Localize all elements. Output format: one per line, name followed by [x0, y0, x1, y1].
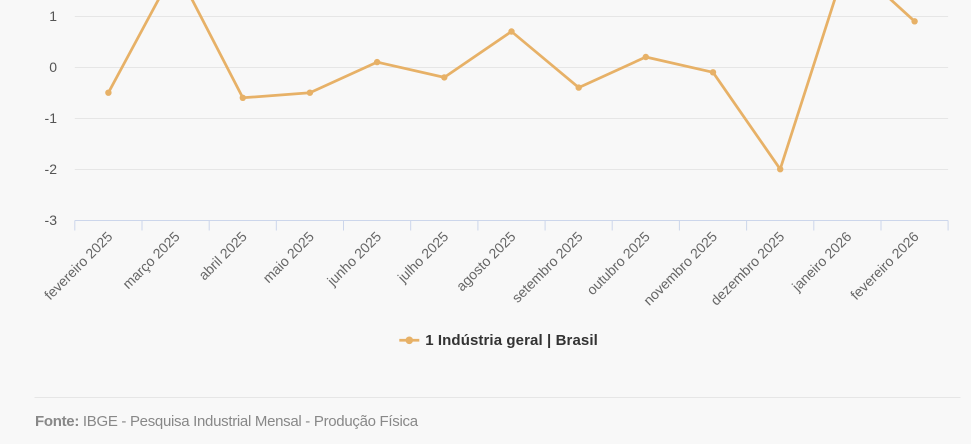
svg-text:fevereiro 2026: fevereiro 2026 [847, 228, 922, 303]
svg-text:agosto 2025: agosto 2025 [453, 228, 519, 294]
svg-text:abril 2025: abril 2025 [195, 228, 250, 283]
svg-text:0: 0 [49, 59, 57, 75]
svg-text:1 Indústria geral | Brasil: 1 Indústria geral | Brasil [425, 332, 598, 349]
svg-text:1: 1 [49, 8, 57, 24]
svg-text:outubro 2025: outubro 2025 [583, 228, 653, 298]
svg-text:-1: -1 [45, 110, 58, 126]
svg-text:janeiro 2026: janeiro 2026 [788, 228, 855, 295]
svg-text:-3: -3 [45, 212, 58, 228]
svg-text:fevereiro 2025: fevereiro 2025 [41, 228, 116, 303]
svg-text:maio 2025: maio 2025 [259, 228, 317, 286]
svg-text:junho 2025: junho 2025 [323, 228, 384, 289]
svg-text:-2: -2 [45, 161, 58, 177]
svg-text:julho 2025: julho 2025 [394, 228, 452, 286]
svg-text:Fonte: IBGE - Pesquisa Industr: Fonte: IBGE - Pesquisa Industrial Mensal… [35, 413, 419, 430]
svg-text:março 2025: março 2025 [119, 228, 183, 292]
svg-text:setembro 2025: setembro 2025 [508, 228, 586, 306]
